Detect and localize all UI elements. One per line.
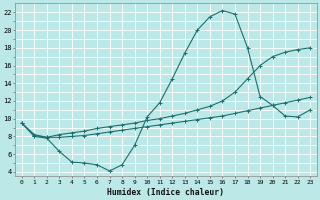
X-axis label: Humidex (Indice chaleur): Humidex (Indice chaleur) xyxy=(108,188,225,197)
